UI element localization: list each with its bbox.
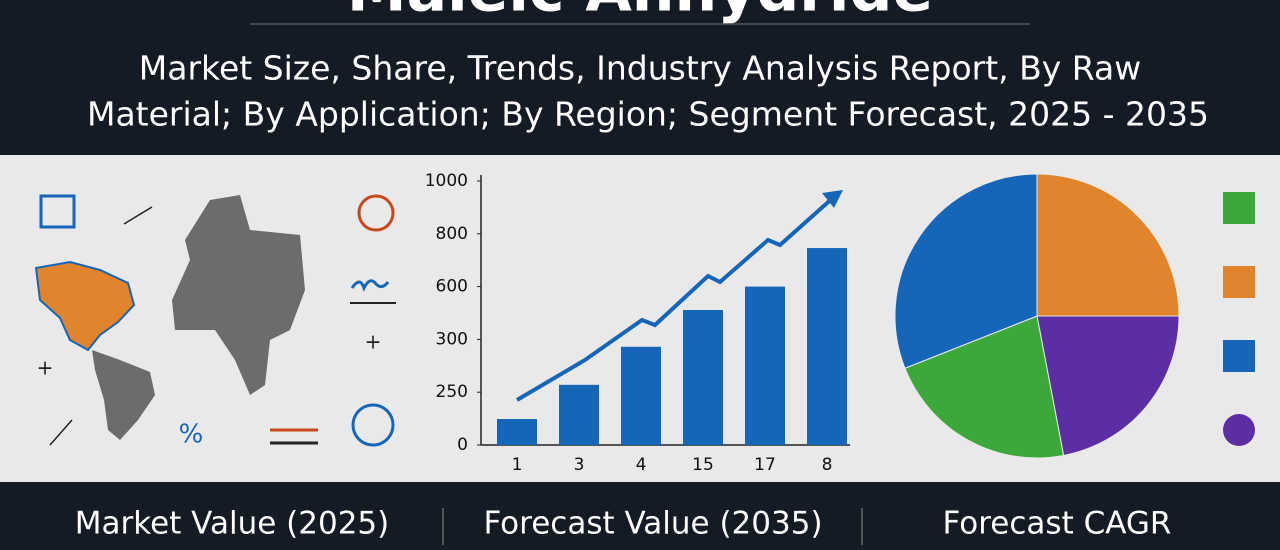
pie-slice — [894, 173, 1038, 369]
arrow-icon — [49, 419, 73, 446]
x-tick-label: 1 — [512, 455, 523, 475]
pie-slice — [1036, 315, 1180, 457]
header-band — [0, 0, 1280, 155]
footer-label: Market Value (2025) — [75, 506, 389, 542]
title: Maleic Anhydride — [347, 0, 933, 26]
y-tick-label: 600 — [436, 277, 468, 297]
x-tick-label: 17 — [754, 455, 776, 475]
legend-swatch — [1223, 340, 1255, 372]
y-tick-label: 0 — [457, 435, 468, 455]
subtitle: Market Size, Share, Trends, Industry Ana… — [139, 49, 1141, 88]
x-tick-label: 15 — [692, 455, 714, 475]
legend-swatch — [1223, 192, 1255, 224]
trend-arrow-head — [822, 190, 843, 208]
square-icon — [39, 194, 76, 229]
x-tick-label: 3 — [574, 455, 585, 475]
subtitle: Material; By Application; By Region; Seg… — [87, 95, 1209, 134]
legend-swatch — [1223, 414, 1255, 446]
wave-icon — [350, 279, 390, 292]
legend-swatch — [1223, 266, 1255, 298]
percent-icon: % — [179, 420, 204, 450]
trend-arrow — [515, 194, 837, 402]
plus-icon: + — [37, 356, 54, 380]
map-americas — [34, 260, 136, 352]
footer-label: Forecast CAGR — [943, 506, 1172, 542]
bar — [807, 248, 847, 445]
bar — [559, 384, 599, 445]
bar — [683, 310, 723, 445]
bar — [497, 419, 537, 445]
footer-band — [0, 482, 1280, 550]
y-tick-label: 800 — [436, 224, 468, 244]
x-tick-label: 8 — [822, 455, 833, 475]
plus-icon: + — [365, 330, 382, 354]
circle-icon — [351, 403, 395, 447]
pie-slice — [1036, 173, 1180, 317]
y-tick-label: 300 — [436, 329, 468, 349]
bar — [621, 346, 661, 445]
map-eurasia — [172, 195, 305, 395]
map-south-america — [92, 350, 155, 440]
bar — [745, 286, 785, 445]
y-tick-label: 250 — [436, 382, 468, 402]
x-tick-label: 4 — [636, 455, 647, 475]
y-tick-label: 1000 — [425, 171, 468, 191]
pie-slice — [904, 315, 1065, 459]
arrow-icon — [123, 206, 153, 225]
circle-icon — [357, 194, 395, 232]
footer-label: Forecast Value (2035) — [483, 506, 822, 542]
